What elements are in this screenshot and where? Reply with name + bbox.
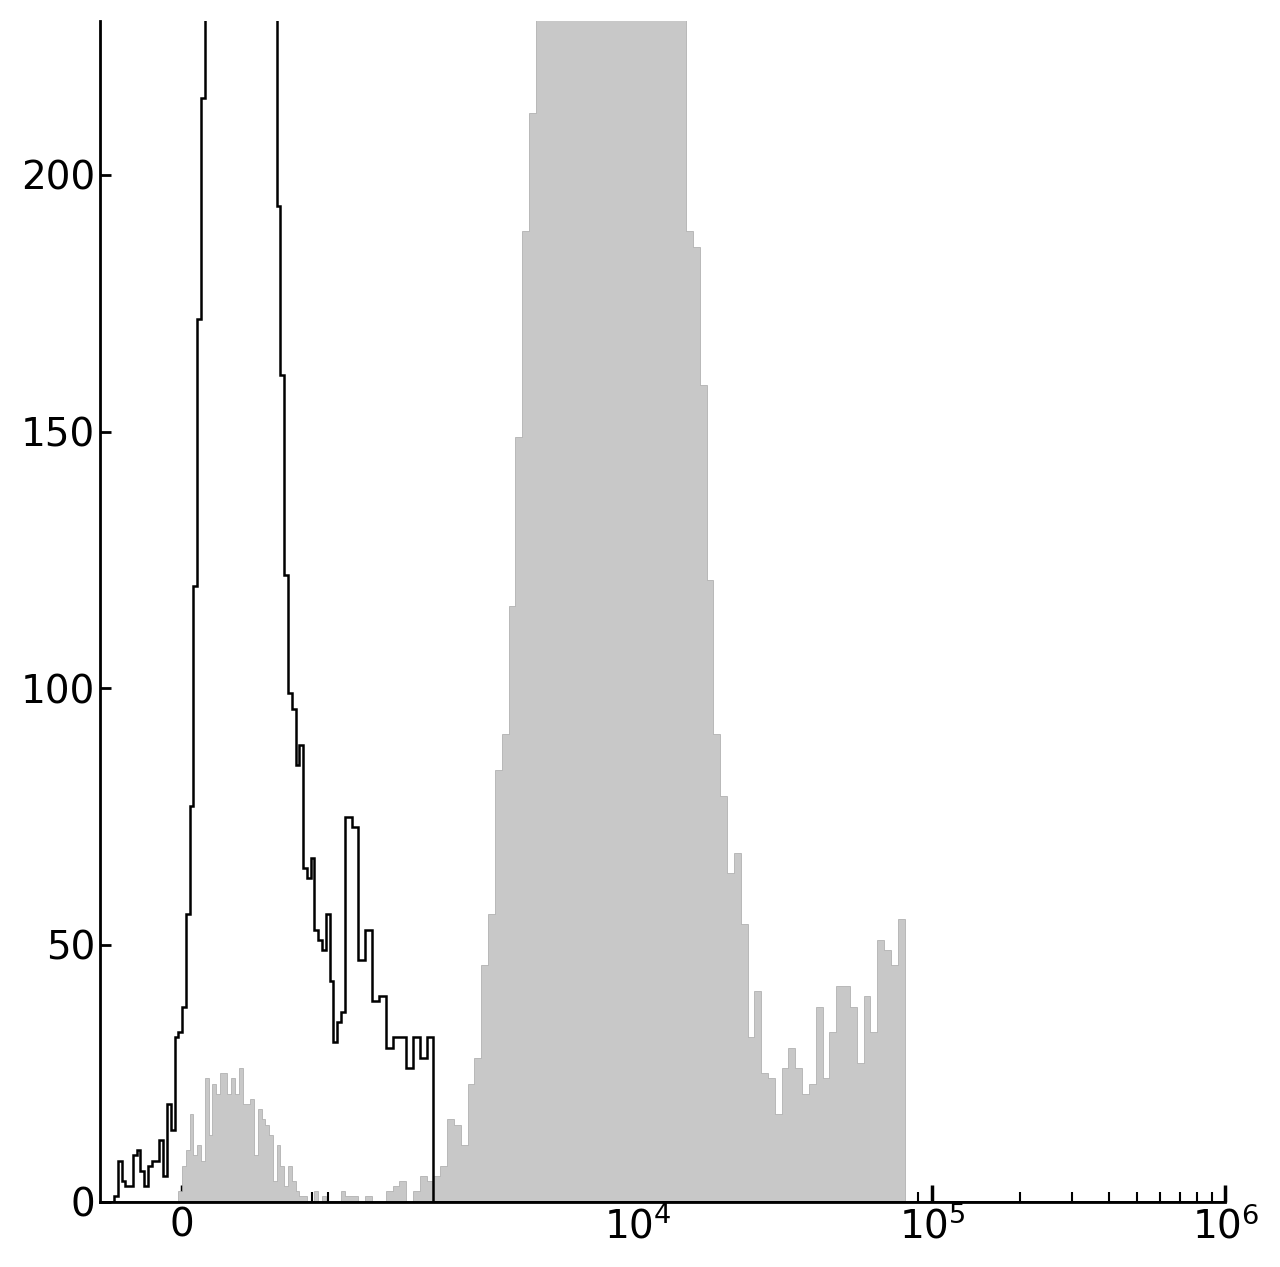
Polygon shape (83, 0, 1225, 1201)
